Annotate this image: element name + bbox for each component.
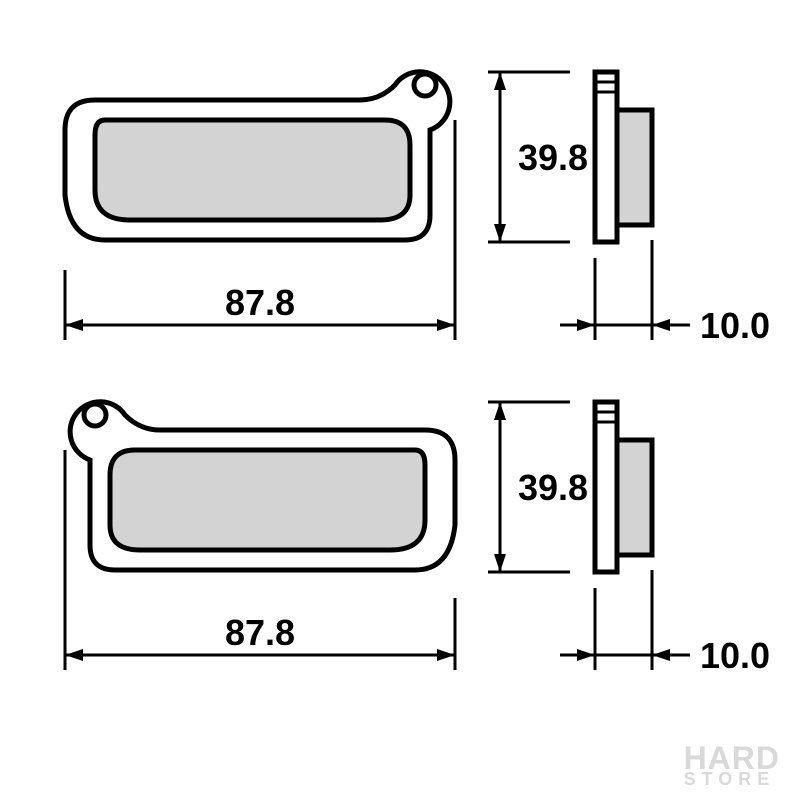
dim-thick-1-label: 10.0 <box>700 305 770 346</box>
dim-height-2-label: 39.8 <box>518 467 588 508</box>
dim-width-2-label: 87.8 <box>225 612 295 653</box>
technical-drawing: 39.8 87.8 10.0 39.8 <box>0 0 800 800</box>
dim-thick-1: 10.0 <box>560 240 770 346</box>
pad-1-front <box>65 72 450 240</box>
dim-width-1-label: 87.8 <box>225 282 295 323</box>
dim-thick-2: 10.0 <box>560 570 770 676</box>
dim-thick-2-label: 10.0 <box>700 635 770 676</box>
dim-height-1-label: 39.8 <box>518 137 588 178</box>
dim-height-1: 39.8 <box>488 72 588 242</box>
pad-2-side <box>595 402 652 572</box>
dim-height-2: 39.8 <box>488 402 588 572</box>
watermark: HARD STORE <box>684 746 780 786</box>
watermark-line2: STORE <box>684 772 780 786</box>
pad-1-side <box>595 72 652 242</box>
pad-2-front <box>70 402 455 570</box>
